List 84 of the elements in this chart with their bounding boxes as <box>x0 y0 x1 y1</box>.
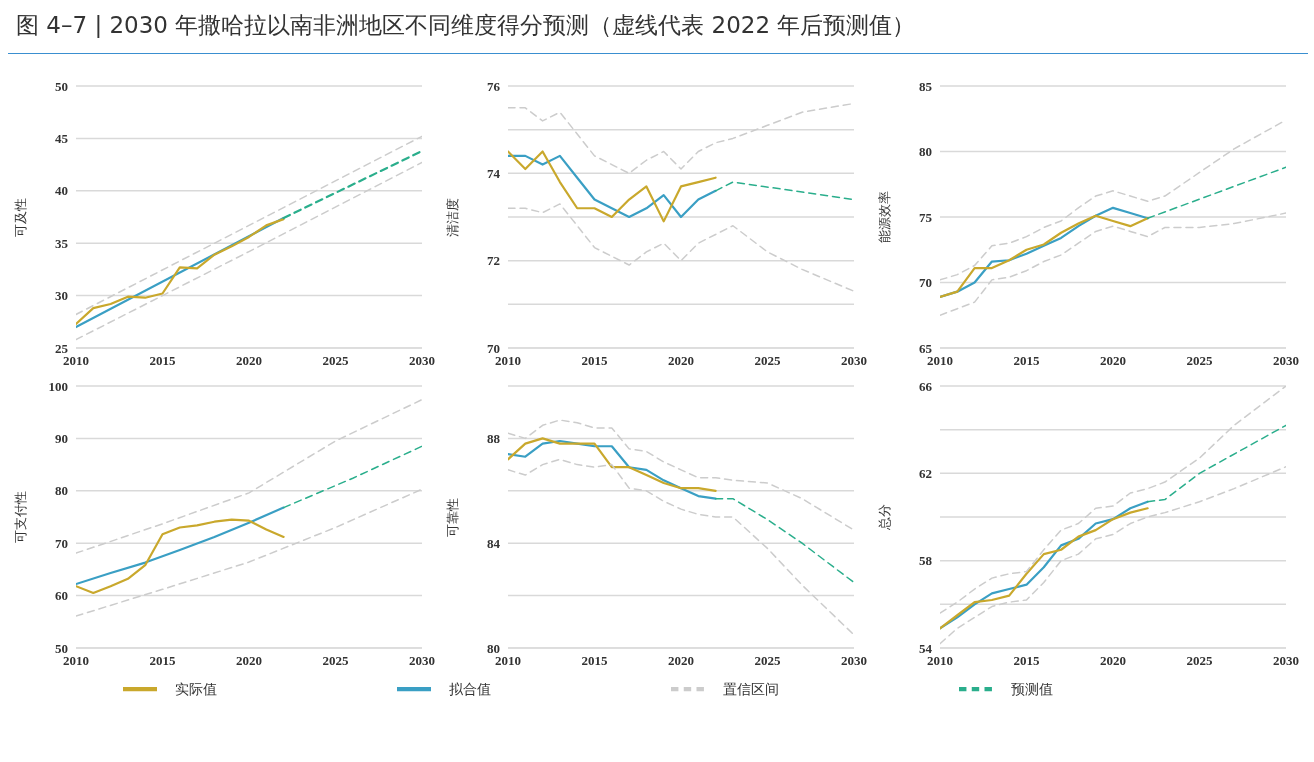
y-tick-label: 75 <box>919 209 933 225</box>
y-tick-label: 80 <box>487 640 500 656</box>
line-series <box>940 386 1286 614</box>
x-tick-label: 2030 <box>409 353 435 369</box>
x-tick-label: 2010 <box>927 653 953 669</box>
y-tick-label: 80 <box>55 483 68 499</box>
x-tick-label: 2010 <box>495 653 521 669</box>
y-tick-label: 50 <box>55 640 68 656</box>
y-tick-label: 76 <box>487 78 501 94</box>
y-tick-label: 25 <box>55 340 69 356</box>
y-tick-label: 30 <box>55 288 68 304</box>
x-tick-label: 2015 <box>1013 353 1040 369</box>
y-tick-label: 40 <box>55 183 68 199</box>
y-tick-label: 80 <box>919 144 932 160</box>
line-series <box>714 497 854 584</box>
x-tick-label: 2025 <box>754 353 781 369</box>
x-tick-label: 2025 <box>322 653 349 669</box>
y-tick-label: 54 <box>919 640 933 656</box>
x-tick-label: 2015 <box>149 653 176 669</box>
y-tick-label: 66 <box>919 378 933 394</box>
x-tick-label: 2030 <box>1273 653 1299 669</box>
x-tick-label: 2010 <box>63 653 89 669</box>
x-tick-label: 2015 <box>581 653 608 669</box>
y-axis-title: 能源效率 <box>876 191 892 243</box>
y-tick-label: 84 <box>487 535 501 551</box>
y-axis-title: 可及性 <box>12 197 28 237</box>
y-tick-label: 60 <box>55 588 68 604</box>
x-tick-label: 2010 <box>63 353 89 369</box>
line-series <box>508 419 854 531</box>
chart-title: 图 4–7 | 2030 年撒哈拉以南非洲地区不同维度得分预测（虚线代表 2022 年后预测值） <box>8 8 1308 54</box>
x-tick-label: 2020 <box>668 653 694 669</box>
y-tick-label: 62 <box>919 465 932 481</box>
y-tick-label: 65 <box>919 340 933 356</box>
y-tick-label: 35 <box>55 235 69 251</box>
line-series <box>76 398 422 554</box>
legend-label: 预测值 <box>1011 680 1053 697</box>
x-tick-label: 2030 <box>409 653 435 669</box>
y-tick-label: 85 <box>919 78 933 94</box>
y-tick-label: 70 <box>55 535 68 551</box>
y-tick-label: 72 <box>487 253 500 269</box>
y-axis-title: 总分 <box>876 504 892 531</box>
y-tick-label: 100 <box>48 378 68 394</box>
line-series <box>76 518 285 595</box>
x-tick-label: 2015 <box>149 353 176 369</box>
x-tick-label: 2015 <box>1013 653 1040 669</box>
line-series <box>508 203 854 292</box>
line-series <box>508 439 717 500</box>
legend-label: 实际值 <box>175 680 217 697</box>
y-axis-title: 清洁度 <box>444 197 460 237</box>
y-tick-label: 58 <box>919 553 933 569</box>
legend-label: 拟合值 <box>449 680 491 697</box>
x-tick-label: 2030 <box>841 653 867 669</box>
line-series <box>76 506 285 586</box>
y-tick-label: 88 <box>487 431 501 447</box>
y-axis-title: 可支付性 <box>12 491 28 543</box>
x-tick-label: 2025 <box>1186 353 1213 369</box>
x-tick-label: 2025 <box>322 353 349 369</box>
line-series <box>940 212 1286 316</box>
line-series <box>508 437 717 492</box>
x-tick-label: 2020 <box>668 353 694 369</box>
x-tick-label: 2025 <box>754 653 781 669</box>
line-series <box>508 102 854 175</box>
line-series <box>940 466 1286 645</box>
x-tick-label: 2030 <box>841 353 867 369</box>
y-tick-label: 90 <box>55 431 68 447</box>
x-tick-label: 2020 <box>236 653 262 669</box>
x-tick-label: 2025 <box>1186 653 1213 669</box>
y-tick-label: 70 <box>919 275 932 291</box>
line-series <box>1146 424 1286 503</box>
x-tick-label: 2020 <box>1100 353 1126 369</box>
x-tick-label: 2015 <box>581 353 608 369</box>
line-series <box>76 488 422 617</box>
y-tick-label: 74 <box>487 165 501 181</box>
x-tick-label: 2030 <box>1273 353 1299 369</box>
line-series <box>508 458 854 636</box>
x-tick-label: 2020 <box>1100 653 1126 669</box>
y-axis-title: 可靠性 <box>444 497 460 537</box>
y-tick-label: 70 <box>487 340 500 356</box>
legend-label: 置信区间 <box>723 680 779 697</box>
x-tick-label: 2010 <box>927 353 953 369</box>
x-tick-label: 2020 <box>236 353 262 369</box>
x-tick-label: 2010 <box>495 353 521 369</box>
y-tick-label: 45 <box>55 131 69 147</box>
y-tick-label: 50 <box>55 78 68 94</box>
